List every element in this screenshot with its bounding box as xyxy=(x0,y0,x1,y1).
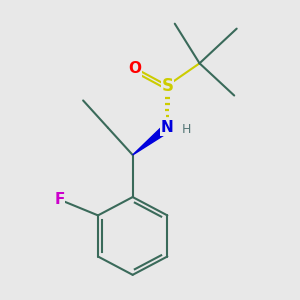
Text: O: O xyxy=(129,61,142,76)
Polygon shape xyxy=(133,124,170,155)
Text: F: F xyxy=(54,192,64,207)
Text: H: H xyxy=(182,123,192,136)
Text: N: N xyxy=(161,120,174,135)
Text: S: S xyxy=(161,76,173,94)
